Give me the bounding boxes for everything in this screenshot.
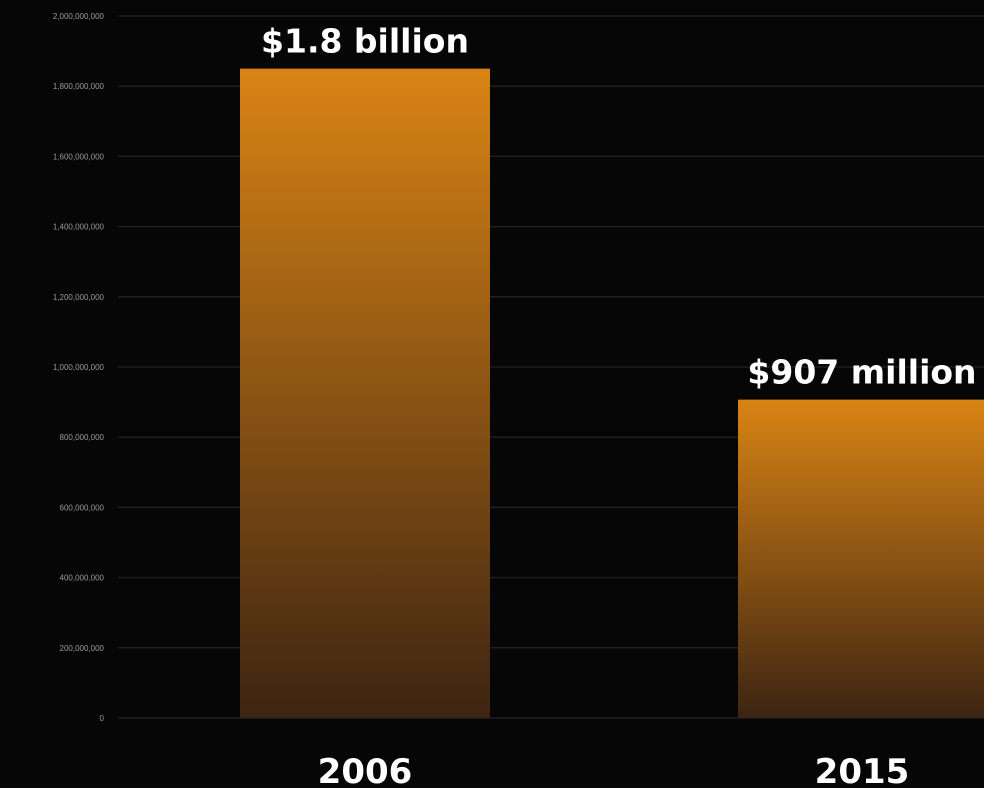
y-tick-label: 1,000,000,000 <box>53 363 105 372</box>
y-tick-label: 1,800,000,000 <box>53 82 105 91</box>
y-tick-label: 600,000,000 <box>60 503 105 512</box>
labels: $1.8 billion 2006 $907 million 2015 <box>261 22 977 788</box>
y-tick-label: 800,000,000 <box>60 433 105 442</box>
y-tick-label: 2,000,000,000 <box>53 12 105 21</box>
bar-2006 <box>240 68 490 718</box>
y-tick-label: 200,000,000 <box>60 644 105 653</box>
bar-2015 <box>738 399 984 718</box>
y-tick-label: 1,400,000,000 <box>53 223 105 232</box>
bars <box>240 68 984 718</box>
y-tick-label: 400,000,000 <box>60 574 105 583</box>
category-label-2006: 2006 <box>318 752 413 788</box>
y-tick-label: 1,600,000,000 <box>53 152 105 161</box>
category-label-2015: 2015 <box>815 752 910 788</box>
y-tick-label: 0 <box>100 714 105 723</box>
y-tick-label: 1,200,000,000 <box>53 293 105 302</box>
data-label-2015: $907 million <box>747 353 976 392</box>
y-axis-ticks: 0 200,000,000 400,000,000 600,000,000 800,00… <box>53 12 105 723</box>
data-label-2006: $1.8 billion <box>261 22 469 61</box>
